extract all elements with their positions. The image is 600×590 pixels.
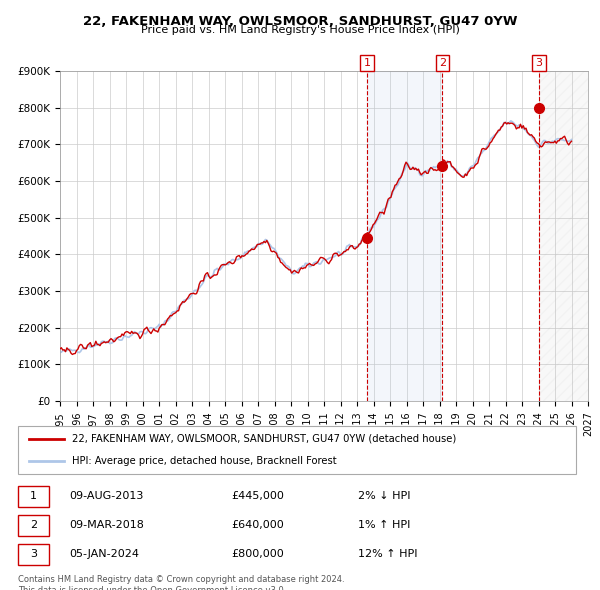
Text: £640,000: £640,000 [231, 520, 284, 530]
Text: 09-MAR-2018: 09-MAR-2018 [70, 520, 145, 530]
FancyBboxPatch shape [18, 486, 49, 506]
Text: 2% ↓ HPI: 2% ↓ HPI [358, 491, 410, 502]
Text: Contains HM Land Registry data © Crown copyright and database right 2024.
This d: Contains HM Land Registry data © Crown c… [18, 575, 344, 590]
FancyBboxPatch shape [18, 515, 49, 536]
Text: 2: 2 [439, 58, 446, 68]
Text: 1: 1 [364, 58, 370, 68]
FancyBboxPatch shape [18, 544, 49, 565]
Text: 09-AUG-2013: 09-AUG-2013 [70, 491, 144, 502]
Bar [367, 71, 442, 401]
Text: 1% ↑ HPI: 1% ↑ HPI [358, 520, 410, 530]
Text: £800,000: £800,000 [231, 549, 284, 559]
Text: 22, FAKENHAM WAY, OWLSMOOR, SANDHURST, GU47 0YW (detached house): 22, FAKENHAM WAY, OWLSMOOR, SANDHURST, G… [73, 434, 457, 444]
Text: 1: 1 [30, 491, 37, 502]
Text: 05-JAN-2024: 05-JAN-2024 [70, 549, 140, 559]
Text: HPI: Average price, detached house, Bracknell Forest: HPI: Average price, detached house, Brac… [73, 456, 337, 466]
Text: £445,000: £445,000 [231, 491, 284, 502]
Text: 3: 3 [30, 549, 37, 559]
Text: Price paid vs. HM Land Registry's House Price Index (HPI): Price paid vs. HM Land Registry's House … [140, 25, 460, 35]
FancyBboxPatch shape [18, 427, 577, 474]
Text: 22, FAKENHAM WAY, OWLSMOOR, SANDHURST, GU47 0YW: 22, FAKENHAM WAY, OWLSMOOR, SANDHURST, G… [83, 15, 517, 28]
Text: 2: 2 [30, 520, 37, 530]
Text: 12% ↑ HPI: 12% ↑ HPI [358, 549, 417, 559]
Bar [539, 71, 588, 401]
Text: 3: 3 [535, 58, 542, 68]
